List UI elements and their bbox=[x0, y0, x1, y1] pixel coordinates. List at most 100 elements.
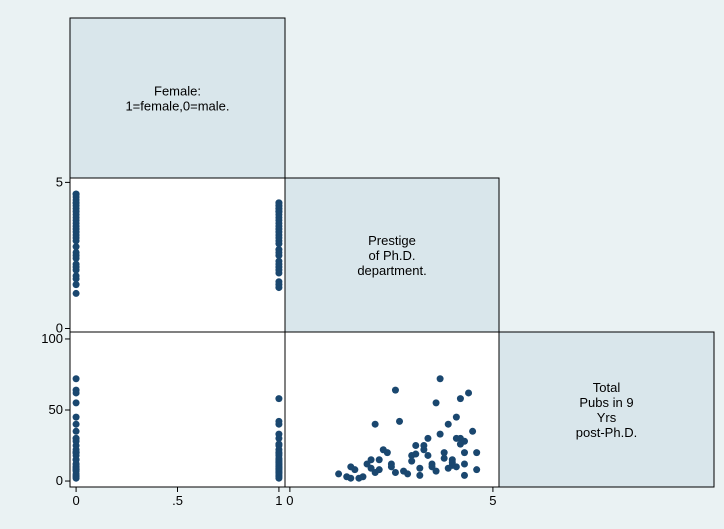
point bbox=[72, 460, 80, 468]
point bbox=[72, 199, 80, 207]
point bbox=[72, 375, 80, 383]
variable-label: Pubs in 9 bbox=[579, 395, 633, 410]
y-tick-label: 50 bbox=[49, 402, 63, 417]
point bbox=[72, 413, 80, 421]
point bbox=[428, 460, 436, 468]
point bbox=[72, 275, 80, 283]
point bbox=[460, 449, 468, 457]
x-tick-label: 0 bbox=[72, 493, 79, 508]
point bbox=[367, 464, 375, 472]
point bbox=[379, 446, 387, 454]
point bbox=[275, 474, 283, 482]
plot-cell bbox=[69, 177, 286, 333]
y-tick-label: 0 bbox=[56, 320, 63, 335]
point bbox=[72, 263, 80, 271]
point bbox=[375, 456, 383, 464]
point bbox=[275, 434, 283, 442]
point bbox=[275, 234, 283, 242]
point bbox=[72, 281, 80, 289]
point bbox=[473, 466, 481, 474]
point bbox=[436, 430, 444, 438]
point bbox=[436, 375, 444, 383]
point bbox=[416, 464, 424, 472]
point bbox=[424, 451, 432, 459]
point bbox=[347, 474, 355, 482]
point bbox=[440, 449, 448, 457]
point bbox=[72, 446, 80, 454]
point bbox=[275, 459, 283, 467]
point bbox=[440, 454, 448, 462]
point bbox=[424, 434, 432, 442]
x-tick-label: 5 bbox=[489, 493, 496, 508]
point bbox=[72, 466, 80, 474]
point bbox=[275, 464, 283, 472]
point bbox=[355, 474, 363, 482]
point bbox=[72, 474, 80, 482]
diagonal-cell bbox=[284, 177, 500, 333]
point bbox=[275, 249, 283, 257]
variable-label: Prestige bbox=[368, 233, 416, 248]
x-tick-label: 0 bbox=[286, 493, 293, 508]
point bbox=[72, 427, 80, 435]
y-tick-label: 5 bbox=[56, 174, 63, 189]
point bbox=[448, 459, 456, 467]
point bbox=[460, 471, 468, 479]
point bbox=[408, 457, 416, 465]
point bbox=[72, 243, 80, 251]
point bbox=[412, 450, 420, 458]
point bbox=[275, 281, 283, 289]
variable-label: 1=female,0=male. bbox=[125, 99, 229, 114]
y-tick-label: 100 bbox=[41, 331, 63, 346]
variable-label: Yrs bbox=[597, 410, 617, 425]
point bbox=[275, 208, 283, 216]
point bbox=[275, 440, 283, 448]
point bbox=[412, 442, 420, 450]
point bbox=[72, 190, 80, 198]
point bbox=[432, 467, 440, 475]
point bbox=[275, 260, 283, 268]
point bbox=[452, 434, 460, 442]
x-tick-label: 1 bbox=[275, 493, 282, 508]
point bbox=[452, 413, 460, 421]
variable-label: of Ph.D. bbox=[369, 248, 416, 263]
point bbox=[391, 386, 399, 394]
point bbox=[275, 420, 283, 428]
diagonal-cell bbox=[69, 17, 286, 179]
point bbox=[72, 389, 80, 397]
point bbox=[432, 399, 440, 407]
point bbox=[387, 463, 395, 471]
point bbox=[275, 266, 283, 274]
point bbox=[465, 389, 473, 397]
variable-label: Total bbox=[593, 380, 621, 395]
point bbox=[72, 399, 80, 407]
point bbox=[444, 420, 452, 428]
point bbox=[469, 427, 477, 435]
point bbox=[416, 471, 424, 479]
variable-label: post-Ph.D. bbox=[576, 425, 637, 440]
point bbox=[420, 442, 428, 450]
point bbox=[72, 437, 80, 445]
point bbox=[72, 228, 80, 236]
point bbox=[72, 249, 80, 257]
point bbox=[396, 417, 404, 425]
plot-cell bbox=[69, 331, 286, 488]
point bbox=[456, 440, 464, 448]
point bbox=[275, 450, 283, 458]
variable-label: department. bbox=[357, 263, 426, 278]
point bbox=[391, 469, 399, 477]
diagonal-cell bbox=[498, 331, 715, 488]
point bbox=[371, 420, 379, 428]
point bbox=[456, 395, 464, 403]
point bbox=[275, 222, 283, 230]
point bbox=[72, 420, 80, 428]
point bbox=[473, 449, 481, 457]
point bbox=[72, 289, 80, 297]
x-tick-label: .5 bbox=[172, 493, 183, 508]
point bbox=[351, 466, 359, 474]
point bbox=[404, 470, 412, 478]
point bbox=[335, 470, 343, 478]
variable-label: Female: bbox=[154, 84, 201, 99]
point bbox=[275, 395, 283, 403]
y-tick-label: 0 bbox=[56, 473, 63, 488]
